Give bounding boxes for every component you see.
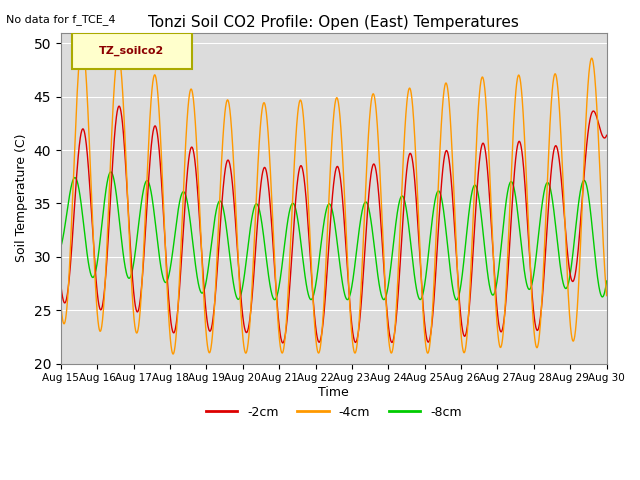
Y-axis label: Soil Temperature (C): Soil Temperature (C)	[15, 134, 28, 263]
-8cm	[209, 227, 217, 232]
Line: -2cm: -2cm	[61, 106, 607, 343]
-8cm	[555, 252, 563, 258]
Text: No data for f_TCE_4: No data for f_TCE_4	[6, 14, 116, 25]
-4cm	[210, 319, 218, 325]
Line: -8cm: -8cm	[61, 172, 607, 300]
-4cm	[555, 98, 563, 104]
-4cm	[57, 300, 65, 306]
Title: Tonzi Soil CO2 Profile: Open (East) Temperatures: Tonzi Soil CO2 Profile: Open (East) Temp…	[148, 15, 519, 30]
-2cm	[57, 281, 65, 287]
-2cm	[570, 276, 578, 282]
-8cm	[107, 169, 115, 175]
Line: -4cm: -4cm	[61, 43, 607, 354]
-2cm	[115, 103, 123, 109]
-4cm	[493, 316, 500, 322]
-2cm	[350, 336, 358, 341]
-8cm	[452, 297, 460, 303]
-8cm	[362, 199, 369, 205]
-8cm	[349, 272, 357, 278]
-8cm	[570, 240, 578, 246]
-2cm	[209, 314, 217, 320]
X-axis label: Time: Time	[318, 386, 349, 399]
-8cm	[57, 244, 65, 250]
-2cm	[603, 132, 611, 138]
-8cm	[493, 281, 500, 287]
-4cm	[362, 185, 369, 191]
FancyBboxPatch shape	[72, 33, 192, 69]
-2cm	[279, 340, 287, 346]
-2cm	[555, 154, 563, 160]
Legend: -2cm, -4cm, -8cm: -2cm, -4cm, -8cm	[201, 401, 467, 424]
-2cm	[362, 235, 369, 240]
-4cm	[169, 351, 177, 357]
-4cm	[78, 40, 86, 46]
-4cm	[350, 348, 358, 353]
-8cm	[603, 278, 611, 284]
-4cm	[603, 293, 611, 299]
-4cm	[570, 337, 578, 343]
Text: TZ_soilco2: TZ_soilco2	[99, 46, 164, 56]
-2cm	[493, 302, 500, 308]
